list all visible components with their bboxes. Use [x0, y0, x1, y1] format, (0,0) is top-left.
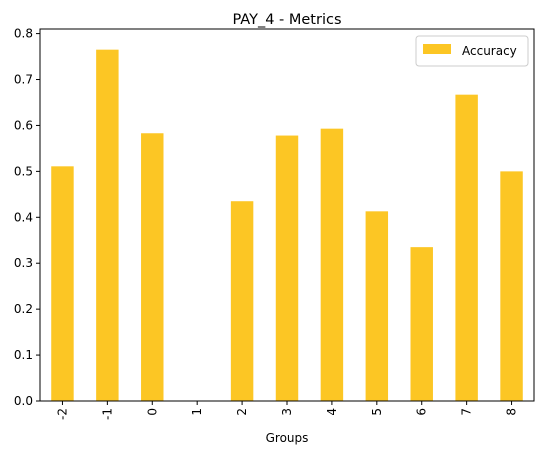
y-tick-label: 0.5: [14, 164, 33, 178]
chart-title: PAY_4 - Metrics: [232, 12, 341, 28]
x-axis: -2 -1 0 1 2 3 4 5 6 7 8: [55, 401, 519, 420]
legend-label: Accuracy: [462, 44, 517, 58]
bar--2: [51, 166, 74, 401]
y-tick-label: 0.7: [14, 73, 33, 87]
x-tick-label: 6: [415, 408, 429, 416]
x-tick-label: 0: [145, 408, 159, 416]
y-tick-label: 0.3: [14, 256, 33, 270]
legend-swatch: [423, 44, 451, 54]
x-tick-label: -2: [55, 408, 69, 420]
x-tick-label: -1: [100, 408, 114, 420]
y-tick-label: 0.1: [14, 348, 33, 362]
y-tick-label: 0.8: [14, 27, 33, 41]
bar-6: [410, 247, 433, 401]
x-tick-label: 2: [235, 408, 249, 416]
y-tick-label: 0.6: [14, 118, 33, 132]
x-axis-label: Groups: [266, 431, 309, 445]
y-tick-label: 0.4: [14, 210, 33, 224]
x-tick-label: 7: [460, 408, 474, 416]
bar-4: [320, 128, 344, 402]
bar-2: [230, 201, 254, 401]
bar-7: [455, 94, 478, 401]
bars-layer: [51, 49, 523, 402]
x-tick-label: 4: [325, 408, 339, 416]
x-tick-label: 5: [370, 408, 384, 416]
bar-3: [275, 135, 299, 401]
bar-0: [141, 133, 164, 402]
x-tick-label: 8: [505, 408, 519, 416]
x-tick-label: 3: [280, 408, 294, 416]
legend: Accuracy: [415, 35, 529, 67]
bar--1: [96, 49, 119, 402]
y-tick-label: 0.0: [14, 394, 33, 408]
bar-5: [365, 211, 389, 401]
y-axis: 0.0 0.1 0.2 0.3 0.4 0.5 0.6 0.7 0.8: [14, 27, 40, 408]
y-tick-label: 0.2: [14, 302, 33, 316]
legend-box: [415, 35, 529, 67]
bar-8: [500, 171, 523, 401]
x-tick-label: 1: [190, 408, 204, 416]
